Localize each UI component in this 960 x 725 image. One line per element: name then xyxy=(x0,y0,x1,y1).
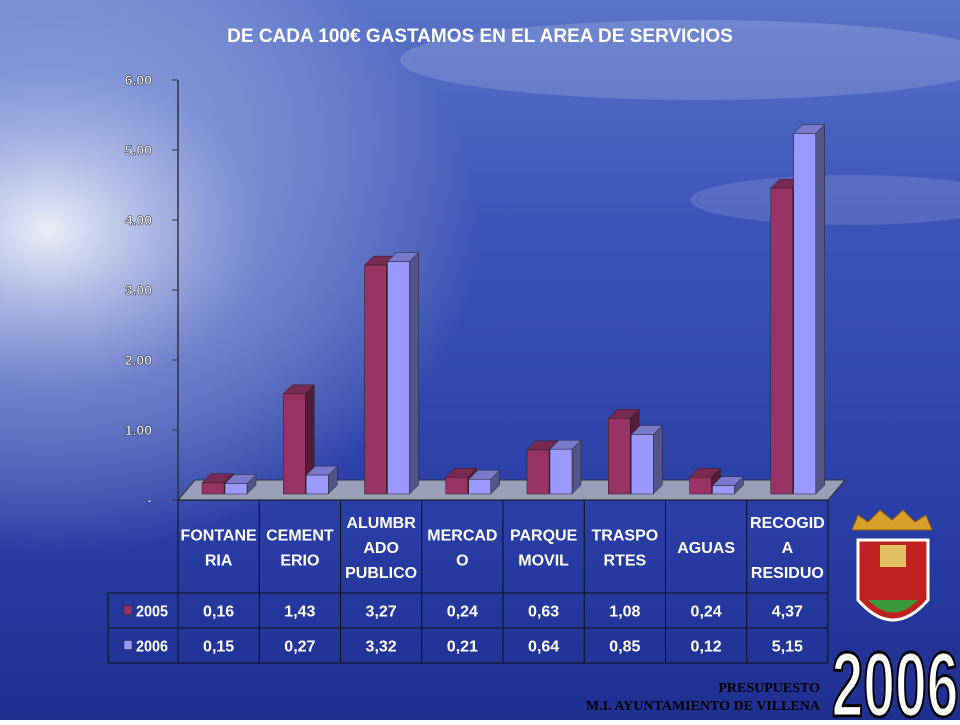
bar xyxy=(445,476,468,495)
x-tick-label: CEMENT xyxy=(266,528,334,545)
legend-label: 2006 xyxy=(136,638,168,656)
x-tick-label: PUBLICO xyxy=(345,565,417,582)
footer-line1: PRESUPUESTO xyxy=(718,681,820,696)
bar xyxy=(712,485,735,495)
x-tick-label: A xyxy=(782,540,794,557)
bar xyxy=(793,133,816,495)
x-tick-label: TRASPO xyxy=(592,528,659,545)
x-tick-label: MOVIL xyxy=(518,553,569,570)
data-label: 0,27 xyxy=(284,639,315,656)
cloud xyxy=(400,20,960,100)
legend-swatch xyxy=(123,640,133,650)
bar-side xyxy=(571,439,582,495)
bar xyxy=(689,476,712,495)
bar xyxy=(364,264,387,495)
chart-title: DE CADA 100€ GASTAMOS EN EL AREA DE SERV… xyxy=(227,26,733,47)
x-tick-label: AGUAS xyxy=(677,540,735,557)
bar xyxy=(526,449,550,495)
coat-of-arms xyxy=(851,509,933,622)
data-label: 0,63 xyxy=(528,604,559,621)
data-label: 0,16 xyxy=(203,604,234,621)
bar xyxy=(224,483,248,495)
y-tick-label: 2.00 xyxy=(125,352,152,368)
data-label: 0,85 xyxy=(609,639,640,656)
y-tick-label: 6.00 xyxy=(125,72,152,88)
x-tick-label: PARQUE xyxy=(510,528,578,545)
data-label: 0,64 xyxy=(528,639,559,656)
bar xyxy=(387,261,410,495)
data-label: 3,27 xyxy=(366,604,397,621)
data-label: 5,15 xyxy=(772,639,803,656)
bar-side xyxy=(815,123,825,495)
legend-label: 2005 xyxy=(136,603,169,621)
bar xyxy=(770,187,793,495)
data-label: 0,24 xyxy=(691,604,722,621)
x-tick-label: RECOGID xyxy=(750,515,825,532)
data-label: 0,12 xyxy=(691,639,722,656)
x-tick-label: ADO xyxy=(363,540,399,557)
data-label: 0,24 xyxy=(447,604,478,621)
y-tick-label: 3.00 xyxy=(125,282,152,298)
cloud xyxy=(690,175,960,225)
footer-line2: M.I. AYUNTAMIENTO DE VILLENA xyxy=(586,699,821,714)
x-tick-label: O xyxy=(456,553,468,570)
bar xyxy=(306,474,329,495)
x-tick-label: MERCAD xyxy=(427,528,497,545)
bar xyxy=(631,434,654,495)
floor xyxy=(176,479,847,501)
year-badge: 2006 xyxy=(832,634,959,720)
x-tick-label: RIA xyxy=(205,553,233,570)
y-tick-label: - xyxy=(147,492,152,508)
x-tick-label: ALUMBR xyxy=(346,515,416,532)
x-tick-label: ERIO xyxy=(280,553,319,570)
data-label: 1,08 xyxy=(609,604,640,621)
data-label: 3,32 xyxy=(366,639,397,656)
bar xyxy=(608,418,631,495)
x-tick-label: RTES xyxy=(604,553,647,570)
x-tick-label: FONTANE xyxy=(181,528,257,545)
bar-side xyxy=(409,251,419,495)
bar xyxy=(468,479,491,495)
bar-side xyxy=(653,424,663,495)
bar xyxy=(283,393,306,495)
legend-swatch xyxy=(123,605,133,615)
y-tick-label: 5.00 xyxy=(125,142,152,158)
x-tick-label: RESIDUO xyxy=(751,565,824,582)
bar xyxy=(549,448,573,495)
data-label: 4,37 xyxy=(772,604,803,621)
y-tick-label: 4.00 xyxy=(125,212,152,228)
bar xyxy=(201,482,225,495)
data-label: 1,43 xyxy=(284,604,315,621)
data-label: 0,15 xyxy=(203,639,234,656)
data-label: 0,21 xyxy=(447,639,478,656)
y-tick-label: 1.00 xyxy=(125,422,152,438)
